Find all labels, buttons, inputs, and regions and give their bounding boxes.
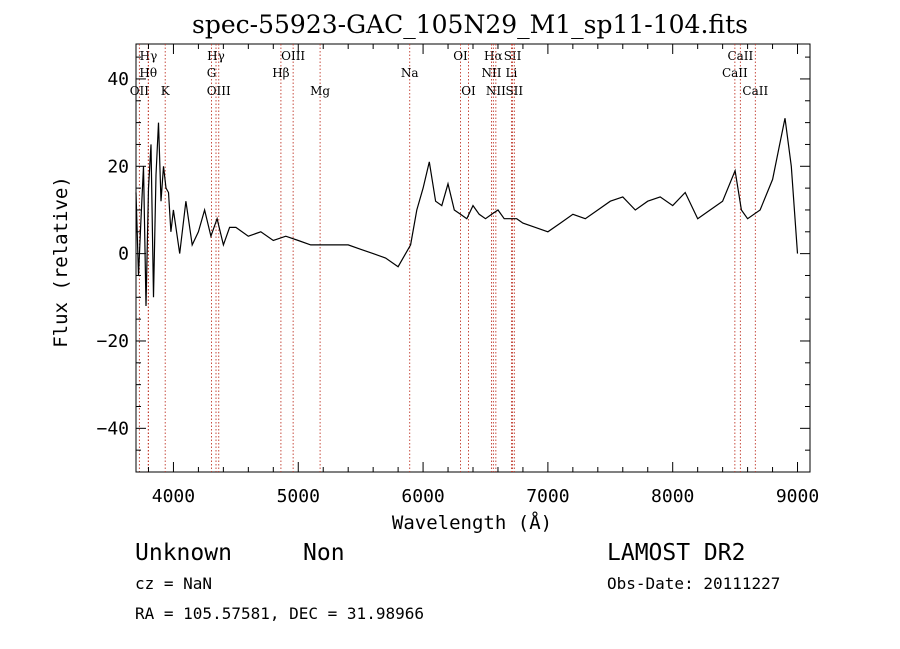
line-marker-label: Li (506, 66, 518, 80)
line-marker-label: K (161, 84, 171, 98)
axis-ticks (136, 44, 810, 473)
x-tick-label: 7000 (526, 486, 569, 507)
line-marker-label: OI (453, 49, 468, 63)
line-marker-label: Hγ (207, 49, 225, 63)
line-marker-label: CaII (727, 49, 753, 63)
line-marker-label: OIII (207, 84, 231, 98)
line-marker-label: NII (486, 84, 506, 98)
x-tick-label: 8000 (651, 486, 694, 507)
spectrum-line (135, 118, 799, 307)
line-marker-label: G (207, 66, 217, 80)
x-tick-label: 5000 (277, 486, 320, 507)
x-tick-label: 4000 (152, 486, 195, 507)
y-tick-label: 20 (107, 156, 129, 177)
line-marker-label: CaII (742, 84, 768, 98)
survey-label: LAMOST DR2 (607, 540, 745, 566)
plot-frame (135, 43, 811, 473)
line-marker-label: SII (504, 49, 522, 63)
class-label: Unknown (135, 540, 232, 566)
line-marker-label: Mg (310, 84, 330, 98)
line-marker-label: Hθ (139, 66, 157, 80)
y-tick-label: −40 (96, 418, 129, 439)
subclass-label: Non (303, 540, 345, 566)
x-tick-label: 9000 (776, 486, 819, 507)
y-axis-label: Flux (relative) (50, 176, 72, 348)
redshift-label: cz = NaN (135, 574, 212, 593)
line-marker-label: OII (130, 84, 150, 98)
y-tick-label: −20 (96, 331, 129, 352)
line-marker-label: Na (401, 66, 419, 80)
line-marker-label: OI (461, 84, 476, 98)
line-marker-label: NII (481, 66, 501, 80)
line-marker-label: OIII (281, 49, 305, 63)
line-marker-label: Hβ (272, 66, 289, 80)
chart-title: spec-55923-GAC_105N29_M1_sp11-104.fits (192, 10, 748, 39)
line-marker-label: CaII (722, 66, 748, 80)
x-tick-label: 6000 (401, 486, 444, 507)
line-marker-label: Hα (484, 49, 503, 63)
line-marker-label: SII (505, 84, 523, 98)
y-tick-label: 40 (107, 69, 129, 90)
coordinates-label: RA = 105.57581, DEC = 31.98966 (135, 604, 424, 623)
x-axis-label: Wavelength (Å) (392, 511, 552, 534)
y-tick-label: 0 (118, 244, 129, 265)
obs-date-label: Obs-Date: 20111227 (607, 574, 780, 593)
